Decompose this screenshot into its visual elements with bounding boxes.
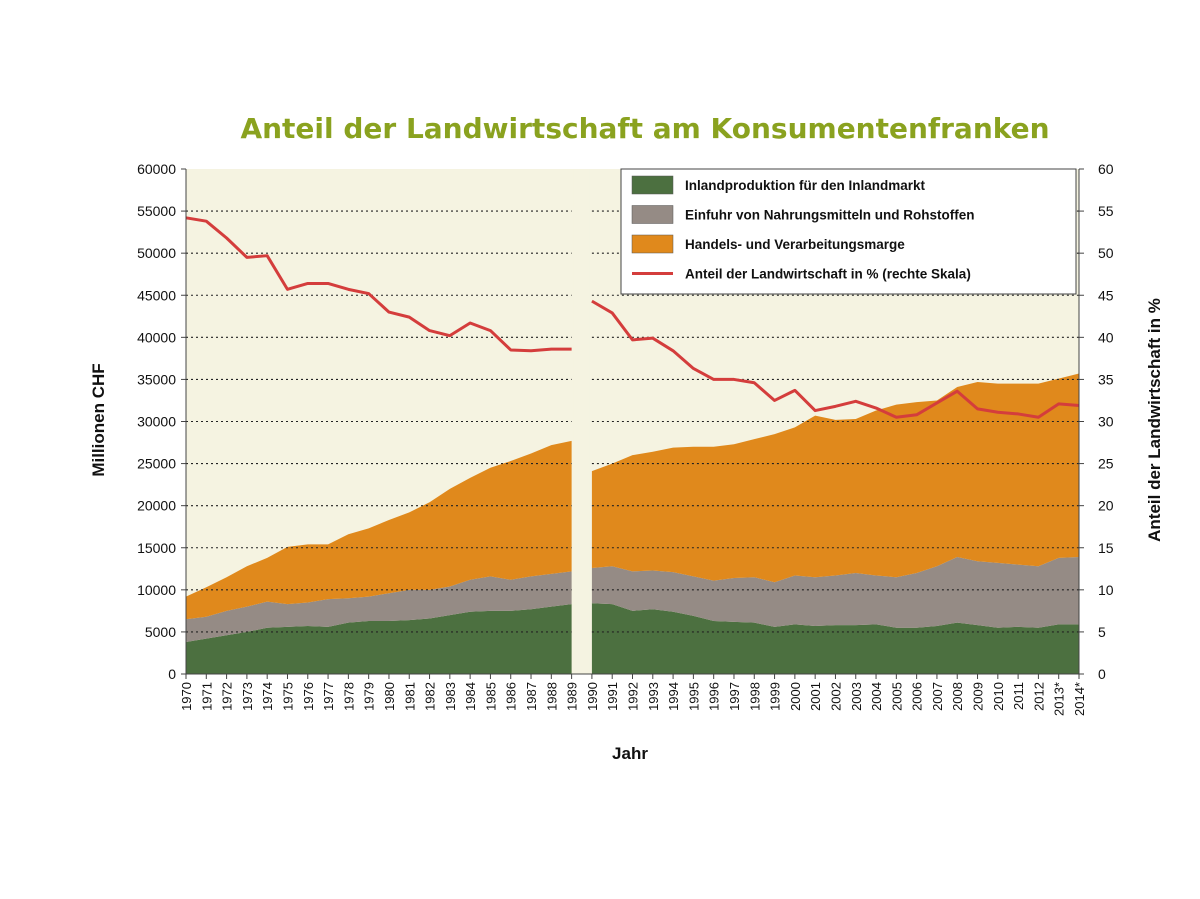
x-tick-label: 1977 <box>321 682 336 711</box>
y2-tick-label: 50 <box>1098 245 1114 261</box>
x-tick-label: 1990 <box>585 682 600 711</box>
y-tick-label: 5000 <box>145 624 176 640</box>
y-tick-label: 35000 <box>137 371 176 387</box>
x-tick-label: 2005 <box>889 682 904 711</box>
y2-tick-label: 30 <box>1098 414 1114 430</box>
x-tick-label: 1995 <box>686 682 701 711</box>
y2-tick-label: 55 <box>1098 203 1114 219</box>
y2-tick-label: 45 <box>1098 287 1114 303</box>
y2-tick-label: 5 <box>1098 624 1106 640</box>
x-tick-label: 2004 <box>869 682 884 711</box>
x-tick-label: 1996 <box>707 682 722 711</box>
x-tick-label: 1985 <box>483 682 498 711</box>
y2-tick-label: 0 <box>1098 666 1106 682</box>
y2-tick-label: 10 <box>1098 582 1114 598</box>
y-axis-title: Millionen CHF <box>89 363 108 476</box>
x-tick-label: 1979 <box>362 682 377 711</box>
y-tick-label: 50000 <box>137 245 176 261</box>
x-tick-label: 2003 <box>849 682 864 711</box>
x-tick-label: 1991 <box>605 682 620 711</box>
y2-tick-label: 35 <box>1098 371 1114 387</box>
legend-item-marge-swatch <box>631 234 674 254</box>
x-tick-label: 2014* <box>1072 682 1087 716</box>
x-tick-label: 2007 <box>930 682 945 711</box>
y2-tick-label: 60 <box>1098 161 1114 177</box>
x-tick-label: 1980 <box>382 682 397 711</box>
legend-item-inlandproduktion-swatch <box>631 175 674 195</box>
x-tick-label: 1987 <box>524 682 539 711</box>
legend-item-einfuhr-swatch <box>631 205 674 224</box>
x-axis-title: Jahr <box>612 744 648 763</box>
x-tick-label: 1984 <box>463 682 478 711</box>
x-tick-label: 2009 <box>971 682 986 711</box>
chart-title: Anteil der Landwirtschaft am Konsumenten… <box>240 112 1050 145</box>
x-tick-label: 1992 <box>626 682 641 711</box>
x-tick-label: 1981 <box>402 682 417 711</box>
area-einfuhr-von-nahrungsmitteln-un-seg1 <box>186 571 572 643</box>
x-tick-label: 2013* <box>1052 682 1067 716</box>
x-tick-label: 2006 <box>910 682 925 711</box>
y-tick-label: 60000 <box>137 161 176 177</box>
area-einfuhr-von-nahrungsmitteln-un-seg2 <box>591 557 1079 628</box>
x-tick-label: 1999 <box>768 682 783 711</box>
y2-tick-label: 15 <box>1098 540 1114 556</box>
legend-item-marge: Handels- und Verarbeitungsmarge <box>685 237 905 252</box>
x-tick-label: 2012 <box>1031 682 1046 711</box>
x-tick-label: 1994 <box>666 682 681 711</box>
x-tick-label: 1989 <box>565 682 580 711</box>
y-tick-label: 45000 <box>137 287 176 303</box>
x-tick-label: 2011 <box>1011 682 1026 710</box>
y-tick-label: 25000 <box>137 456 176 472</box>
y2-tick-label: 40 <box>1098 329 1114 345</box>
y2-tick-label: 20 <box>1098 498 1114 514</box>
area-handels-und-verarbeitungsmarge-seg1 <box>186 440 572 620</box>
x-tick-label: 2002 <box>828 682 843 711</box>
x-tick-label: 1974 <box>260 682 275 711</box>
x-tick-label: 1975 <box>280 682 295 711</box>
x-tick-label: 1986 <box>504 682 519 711</box>
share-line-seg2 <box>591 299 1080 419</box>
legend-item-anteil: Anteil der Landwirtschaft in % (rechte S… <box>685 267 971 282</box>
legend-box <box>620 168 1077 295</box>
area-inlandproduktion-fu-r-den-inla-seg1 <box>186 604 572 674</box>
x-tick-label: 1973 <box>240 682 255 711</box>
y-tick-label: 10000 <box>137 582 176 598</box>
y2-tick-label: 25 <box>1098 456 1114 472</box>
x-tick-label: 2008 <box>950 682 965 711</box>
x-tick-label: 1978 <box>341 682 356 711</box>
x-tick-label: 1982 <box>423 682 438 711</box>
y-tick-label: 15000 <box>137 540 176 556</box>
y-tick-label: 55000 <box>137 203 176 219</box>
x-tick-label: 2010 <box>991 682 1006 711</box>
y2-axis-title: Anteil der Landwirtschaft in % <box>1145 298 1164 542</box>
area-inlandproduktion-fu-r-den-inla-seg2 <box>591 603 1079 674</box>
x-tick-label: 1998 <box>747 682 762 711</box>
x-tick-label: 1993 <box>646 682 661 711</box>
x-tick-label: 1983 <box>443 682 458 711</box>
legend-item-einfuhr: Einfuhr von Nahrungsmitteln und Rohstoff… <box>685 208 974 223</box>
x-tick-label: 1976 <box>301 682 316 711</box>
y-tick-label: 30000 <box>137 414 176 430</box>
x-tick-label: 1970 <box>179 682 194 711</box>
series-gap <box>573 169 590 674</box>
area-handels-und-verarbeitungsmarge-seg2 <box>591 373 1079 583</box>
x-tick-label: 1972 <box>220 682 235 711</box>
y-tick-label: 0 <box>168 666 176 682</box>
share-line-seg1 <box>185 216 572 353</box>
x-tick-label: 1997 <box>727 682 742 711</box>
x-tick-label: 2001 <box>808 682 823 711</box>
legend-item-inlandproduktion: Inlandproduktion für den Inlandmarkt <box>685 178 926 193</box>
x-tick-label: 2000 <box>788 682 803 711</box>
y-tick-label: 20000 <box>137 498 176 514</box>
x-tick-label: 1988 <box>544 682 559 711</box>
x-tick-label: 1971 <box>199 682 214 711</box>
y-tick-label: 40000 <box>137 329 176 345</box>
